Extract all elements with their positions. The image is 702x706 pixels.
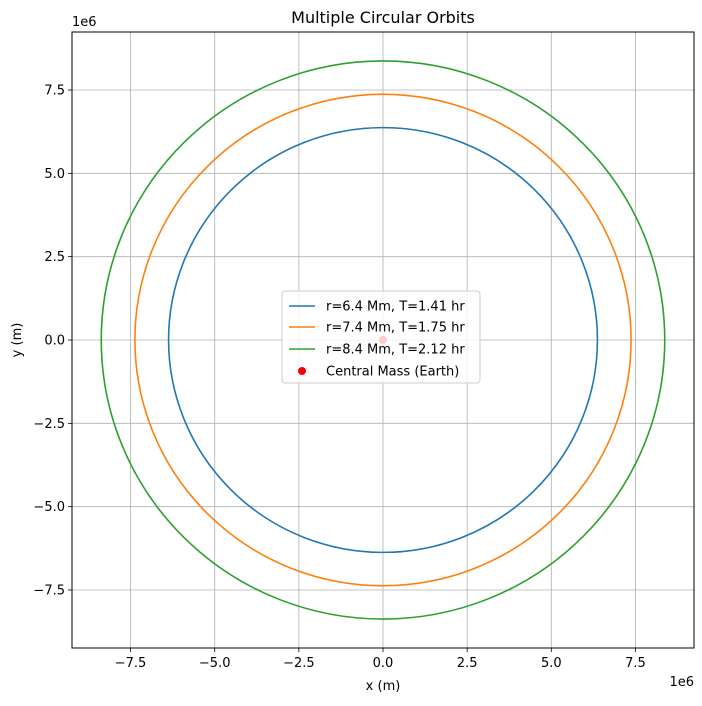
y-tick-label: −5.0 — [33, 500, 65, 515]
x-axis-label: x (m) — [366, 679, 401, 694]
legend-box — [281, 290, 481, 384]
orbit-line — [100, 60, 666, 620]
axis-ticks: −7.5 −5.0 −2.5 0.0 2.5 5.0 7.5 −7.5 −5.0 −2.5 0.0 2… — [33, 84, 645, 672]
legend: r=6.4 Mm, T=1.41 hr r=7.4 Mm, T=1.75 hr r=… — [281, 290, 481, 384]
legend-entry-label: Central Mass (Earth) — [326, 365, 459, 380]
x-axis-offset-label: 1e6 — [669, 675, 694, 690]
orbit-line — [134, 93, 632, 587]
legend-entry-label: r=8.4 Mm, T=2.12 hr — [326, 343, 465, 358]
x-tick-label: 0.0 — [373, 656, 394, 671]
y-tick-label: 2.5 — [44, 250, 65, 265]
y-tick-label: 0.0 — [44, 334, 65, 349]
y-tick-label: 5.0 — [44, 167, 65, 182]
legend-point-marker — [298, 367, 306, 375]
x-tick-label: 7.5 — [625, 656, 646, 671]
y-axis-label: y (m) — [10, 323, 25, 358]
x-tick-label: 5.0 — [541, 656, 562, 671]
legend-entry-label: r=7.4 Mm, T=1.75 hr — [326, 321, 465, 336]
x-tick-label: −2.5 — [283, 656, 315, 671]
chart-title: Multiple Circular Orbits — [291, 8, 475, 27]
y-axis-offset-label: 1e6 — [72, 15, 97, 30]
orbit-line — [167, 126, 599, 554]
y-tick-label: −7.5 — [33, 584, 65, 599]
legend-entry-label: r=6.4 Mm, T=1.41 hr — [326, 300, 465, 315]
x-tick-label: −5.0 — [199, 656, 231, 671]
y-tick-label: −2.5 — [33, 417, 65, 432]
orbit-series — [100, 60, 666, 620]
y-tick-label: 7.5 — [44, 84, 65, 99]
x-tick-label: 2.5 — [457, 656, 478, 671]
x-tick-label: −7.5 — [115, 656, 147, 671]
